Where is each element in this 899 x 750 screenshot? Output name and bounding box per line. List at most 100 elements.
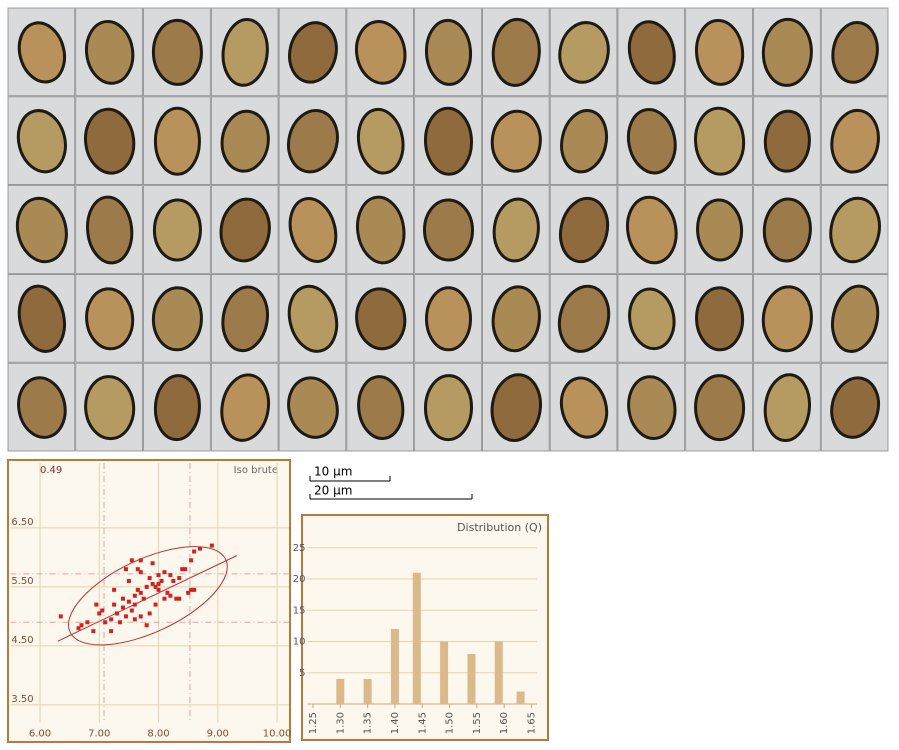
y-tick-label: 5.50: [11, 576, 33, 587]
spore: [221, 18, 269, 87]
spore: [151, 18, 203, 86]
spore: [17, 21, 67, 84]
spore: [628, 287, 676, 351]
spore: [86, 195, 134, 265]
x-tick-label: 10.00: [263, 729, 292, 740]
chart-title: Distribution (Q): [457, 521, 542, 534]
point: [91, 629, 96, 634]
spore: [15, 196, 68, 264]
spore: [559, 376, 609, 439]
point: [183, 567, 188, 572]
spore: [355, 287, 407, 351]
point: [123, 614, 128, 619]
point: [150, 581, 155, 586]
spore: [761, 285, 813, 353]
spore: [354, 20, 407, 85]
x-tick-label: 7.00: [88, 729, 110, 740]
point: [171, 579, 176, 583]
y-tick-label: 25: [293, 543, 306, 554]
spore: [559, 196, 610, 264]
point: [198, 546, 203, 551]
bar: [412, 572, 421, 704]
spore: [219, 197, 271, 263]
x-tick-label: 1.55: [472, 712, 483, 734]
bar: [336, 679, 345, 704]
spore: [288, 21, 338, 84]
spore: [17, 284, 66, 353]
point: [147, 611, 152, 616]
spore: [84, 20, 135, 85]
spore: [151, 286, 203, 352]
bar: [440, 641, 449, 704]
spore: [831, 21, 879, 84]
point: [85, 620, 90, 625]
spore: [830, 376, 881, 439]
point: [123, 567, 128, 572]
spore: [696, 198, 744, 262]
point: [209, 543, 214, 548]
point: [109, 629, 114, 634]
y-tick-label: 4.50: [11, 635, 33, 646]
spore: [627, 375, 677, 440]
point: [132, 602, 137, 607]
spore: [423, 106, 474, 176]
point: [112, 602, 117, 607]
spore: [830, 108, 880, 174]
spore: [220, 109, 270, 173]
point: [141, 596, 146, 601]
bar: [390, 629, 399, 704]
spore: [694, 106, 746, 176]
y-tick-label: 10: [293, 637, 306, 648]
spore: [695, 286, 745, 352]
spore: [221, 285, 269, 353]
spore: [625, 195, 678, 265]
point: [180, 567, 185, 572]
y-tick-label: 15: [293, 605, 306, 616]
point: [186, 590, 191, 595]
y-tick-label: 6.50: [11, 517, 33, 528]
point: [156, 581, 161, 586]
point: [79, 623, 84, 628]
spore: [287, 284, 339, 353]
spore: [490, 109, 542, 173]
bar: [363, 679, 372, 704]
y-tick-label: 5: [299, 668, 305, 679]
point: [189, 558, 194, 563]
spore: [694, 374, 746, 442]
spore: [424, 18, 473, 86]
spore: [558, 21, 610, 84]
point: [138, 614, 143, 619]
point: [118, 620, 123, 625]
x-tick-label: 6.00: [29, 729, 51, 740]
spore: [557, 284, 611, 353]
spore: [694, 18, 745, 86]
spore: [425, 286, 472, 352]
point: [115, 611, 120, 616]
spore: [153, 374, 201, 442]
point: [112, 587, 117, 592]
spore: [84, 107, 136, 175]
point: [168, 573, 173, 578]
point: [135, 587, 140, 592]
confidence-ellipse: [67, 546, 228, 646]
x-tick-label: 1.45: [417, 712, 428, 734]
spore: [763, 109, 811, 173]
x-tick-label: 1.25: [308, 712, 319, 734]
spore: [490, 373, 542, 442]
spore: [355, 195, 406, 265]
point: [132, 593, 137, 598]
point: [153, 602, 158, 607]
point: [153, 584, 158, 589]
spore: [560, 109, 609, 174]
x-tick-label: 8.00: [147, 729, 169, 740]
x-tick-label: 9.00: [207, 729, 229, 740]
spore: [423, 374, 474, 442]
point: [58, 614, 63, 619]
point: [144, 623, 149, 628]
spore: [286, 109, 339, 174]
spore: [85, 287, 135, 351]
point: [129, 558, 134, 563]
histogram-frame: [301, 514, 549, 741]
point: [162, 596, 167, 601]
